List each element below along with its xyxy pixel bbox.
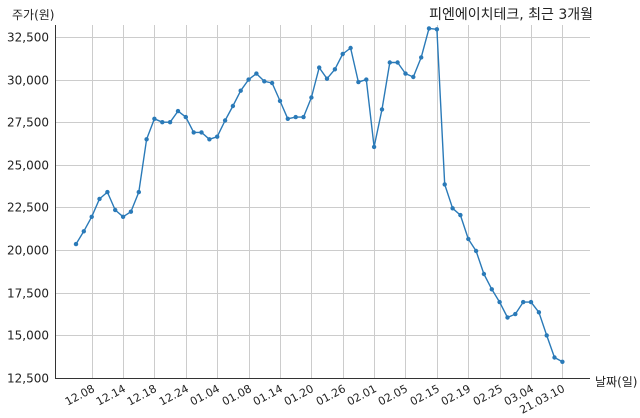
x-tick-labels: 12.0812.1412.1812.2401.0401.0801.1401.20… <box>63 382 567 416</box>
data-point <box>293 114 298 120</box>
price-series <box>73 26 565 364</box>
y-tick-label: 30,000 <box>7 74 49 88</box>
data-point <box>466 236 471 242</box>
data-point <box>175 108 181 114</box>
x-tick-label: 01.20 <box>282 382 316 408</box>
data-point <box>317 65 322 70</box>
x-tick-label: 01.08 <box>220 382 254 408</box>
data-point <box>442 182 447 187</box>
data-point <box>560 359 565 364</box>
data-point <box>419 55 424 60</box>
x-axis-label: 날짜(일) <box>595 375 637 389</box>
x-tick-label: 02.01 <box>345 382 379 408</box>
data-point <box>191 130 196 135</box>
data-point <box>536 310 542 315</box>
data-point <box>136 189 141 195</box>
y-tick-label: 17,500 <box>7 287 49 301</box>
data-point <box>81 229 87 234</box>
data-point <box>521 299 526 305</box>
data-point <box>426 26 432 31</box>
x-tick-label: 02.05 <box>376 382 410 408</box>
data-point <box>473 248 479 254</box>
data-point <box>207 137 212 142</box>
data-point <box>120 214 126 219</box>
data-point <box>434 27 440 32</box>
data-point <box>152 116 157 122</box>
data-point <box>238 88 243 93</box>
chart-title: 피엔에이치테크, 최근 3개월 <box>429 7 593 23</box>
y-tick-label: 32,500 <box>7 31 49 45</box>
x-tick-label: 12.24 <box>157 382 191 408</box>
data-point <box>97 196 102 202</box>
x-tick-label: 02.25 <box>471 382 505 408</box>
data-point <box>348 45 353 51</box>
x-tick-label: 12.18 <box>125 382 159 408</box>
data-point <box>505 315 510 320</box>
data-point <box>332 67 338 72</box>
y-tick-label: 27,500 <box>7 116 49 130</box>
grid-lines <box>55 25 590 379</box>
data-point <box>144 137 149 142</box>
data-point <box>403 71 408 76</box>
data-point <box>356 79 361 85</box>
data-point <box>277 98 283 104</box>
data-point <box>379 107 385 112</box>
data-point <box>371 144 377 150</box>
data-point <box>387 60 392 65</box>
data-point <box>160 120 165 125</box>
data-point <box>89 214 94 219</box>
data-point <box>222 118 228 123</box>
data-point <box>309 95 314 100</box>
data-point <box>128 209 134 214</box>
data-point <box>513 311 518 317</box>
data-point <box>411 74 416 80</box>
data-point <box>105 189 110 195</box>
x-tick-label: 12.08 <box>63 382 97 408</box>
data-point <box>199 130 204 135</box>
y-tick-label: 20,000 <box>7 244 49 258</box>
x-tick-label: 01.26 <box>314 382 348 408</box>
data-point <box>552 355 557 360</box>
price-line <box>75 27 563 363</box>
data-point <box>544 333 549 338</box>
data-point <box>458 212 463 218</box>
data-point <box>183 114 188 120</box>
data-point <box>450 206 455 211</box>
data-point <box>340 51 345 57</box>
y-tick-label: 15,000 <box>7 329 49 343</box>
x-tick-label: 01.04 <box>188 382 222 408</box>
x-tick-label: 02.19 <box>439 382 473 408</box>
y-tick-labels: 12,500 15,000 17,500 20,000 22,500 25,000 27,5… <box>7 31 49 386</box>
x-tick-label: 02.15 <box>408 382 442 408</box>
data-point <box>113 207 118 213</box>
y-axis-label: 주가(원) <box>12 8 54 22</box>
data-point <box>395 60 400 65</box>
y-tick-label: 12,500 <box>7 372 49 386</box>
data-point <box>246 77 251 82</box>
y-tick-label: 25,000 <box>7 159 49 173</box>
data-point <box>301 114 306 120</box>
data-point <box>285 116 290 122</box>
data-point <box>230 103 236 109</box>
x-tick-label: 01.14 <box>251 382 285 408</box>
y-tick-label: 22,500 <box>7 201 49 215</box>
data-point <box>254 71 259 76</box>
data-point <box>167 120 173 125</box>
data-point <box>481 271 487 277</box>
data-point <box>215 134 220 139</box>
data-point <box>528 299 534 305</box>
data-point <box>489 287 494 292</box>
data-point <box>73 241 79 247</box>
data-point <box>269 80 275 86</box>
x-tick-label: 12.14 <box>94 382 128 408</box>
data-point <box>262 79 267 84</box>
data-point <box>324 76 330 81</box>
axes <box>55 25 590 379</box>
data-point <box>497 299 502 305</box>
data-point <box>364 77 369 82</box>
